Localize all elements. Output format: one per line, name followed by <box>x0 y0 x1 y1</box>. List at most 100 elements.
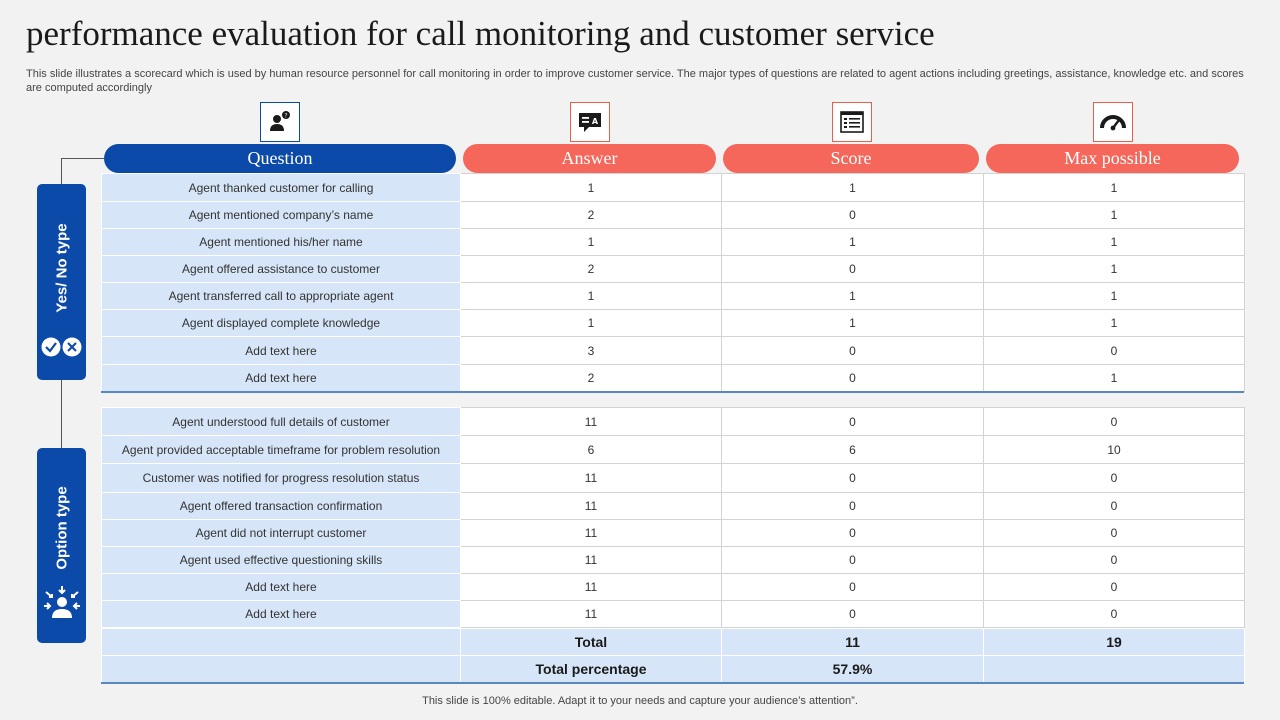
score-cell: 0 <box>721 519 984 547</box>
totals-row: Total 11 19 <box>101 628 1245 656</box>
score-cell: 0 <box>721 546 984 574</box>
totals-empty-cell <box>101 628 461 656</box>
table-row: Agent transferred call to appropriate ag… <box>101 282 1245 310</box>
score-cell: 1 <box>721 309 984 337</box>
answer-cell: 11 <box>460 600 722 628</box>
max-cell: 1 <box>983 201 1245 229</box>
table-row: Agent displayed complete knowledge 1 1 1 <box>101 309 1245 337</box>
max-cell: 10 <box>983 435 1245 464</box>
answer-cell: 2 <box>460 201 722 229</box>
answer-cell: 1 <box>460 173 722 202</box>
answer-cell: 11 <box>460 546 722 574</box>
table-row: Agent offered assistance to customer 2 0 1 <box>101 255 1245 283</box>
max-cell: 0 <box>983 463 1245 493</box>
score-cell: 1 <box>721 173 984 202</box>
max-cell: 1 <box>983 228 1245 256</box>
answer-cell: 11 <box>460 407 722 436</box>
max-cell: 0 <box>983 492 1245 520</box>
max-cell: 0 <box>983 573 1245 601</box>
answer-cell: 1 <box>460 228 722 256</box>
question-cell: Add text here <box>101 336 461 365</box>
question-cell: Agent understood full details of custome… <box>101 407 461 436</box>
question-cell: Add text here <box>101 600 461 628</box>
rail-option-type: Option type <box>37 448 86 643</box>
max-cell: 1 <box>983 282 1245 310</box>
svg-text:?: ? <box>284 113 287 120</box>
table-row: Agent mentioned company’s name 2 0 1 <box>101 201 1245 229</box>
page-title: performance evaluation for call monitori… <box>26 14 935 53</box>
section-divider <box>101 391 1244 393</box>
question-cell: Add text here <box>101 364 461 392</box>
table-row: Add text here 11 0 0 <box>101 573 1245 601</box>
answer-cell: 11 <box>460 463 722 493</box>
total-percentage-value: 57.9% <box>721 655 984 683</box>
score-cell: 1 <box>721 282 984 310</box>
table-row: Agent thanked customer for calling 1 1 1 <box>101 173 1245 202</box>
table-row: Agent provided acceptable timeframe for … <box>101 435 1245 464</box>
question-cell: Agent used effective questioning skills <box>101 546 461 574</box>
question-cell: Agent provided acceptable timeframe for … <box>101 435 461 464</box>
answer-cell: 2 <box>460 255 722 283</box>
max-cell: 0 <box>983 407 1245 436</box>
max-cell: 0 <box>983 519 1245 547</box>
table-row: Agent did not interrupt customer 11 0 0 <box>101 519 1245 547</box>
score-cell: 6 <box>721 435 984 464</box>
question-cell: Add text here <box>101 573 461 601</box>
table-row: Add text here 11 0 0 <box>101 600 1245 628</box>
chat-text-icon: A <box>570 102 610 142</box>
answer-cell: 1 <box>460 309 722 337</box>
question-cell: Agent offered transaction confirmation <box>101 492 461 520</box>
header-score: Score <box>723 144 979 173</box>
total-label: Total <box>460 628 722 656</box>
header-question: Question <box>104 144 456 173</box>
total-percentage-label: Total percentage <box>460 655 722 683</box>
max-cell: 0 <box>983 600 1245 628</box>
score-cell: 0 <box>721 336 984 365</box>
answer-cell: 11 <box>460 492 722 520</box>
page-subtitle: This slide illustrates a scorecard which… <box>26 68 1244 94</box>
score-cell: 1 <box>721 228 984 256</box>
check-cross-icon <box>41 337 82 357</box>
table-row: Agent understood full details of custome… <box>101 407 1245 436</box>
score-cell: 0 <box>721 255 984 283</box>
table-yes-no: Agent thanked customer for calling 1 1 1 Age… <box>101 173 1245 392</box>
max-cell: 1 <box>983 173 1245 202</box>
person-options-icon <box>44 586 80 618</box>
question-cell: Agent transferred call to appropriate ag… <box>101 282 461 310</box>
question-cell: Agent mentioned company’s name <box>101 201 461 229</box>
rail-yes-no-type: Yes/ No type <box>37 184 86 380</box>
connector-line <box>61 158 62 185</box>
connector-line <box>61 380 62 449</box>
table-totals: Total 11 19 Total percentage 57.9% <box>101 628 1245 683</box>
question-cell: Agent mentioned his/her name <box>101 228 461 256</box>
total-max: 19 <box>983 628 1245 656</box>
max-cell: 1 <box>983 255 1245 283</box>
total-score: 11 <box>721 628 984 656</box>
question-cell: Agent displayed complete knowledge <box>101 309 461 337</box>
table-row: Agent mentioned his/her name 1 1 1 <box>101 228 1245 256</box>
question-cell: Agent did not interrupt customer <box>101 519 461 547</box>
table-row: Add text here 3 0 0 <box>101 336 1245 365</box>
max-cell: 0 <box>983 546 1245 574</box>
answer-cell: 6 <box>460 435 722 464</box>
connector-line <box>61 158 105 159</box>
answer-cell: 1 <box>460 282 722 310</box>
answer-cell: 2 <box>460 364 722 392</box>
table-row: Customer was notified for progress resol… <box>101 463 1245 493</box>
score-cell: 0 <box>721 600 984 628</box>
checklist-icon <box>832 102 872 142</box>
max-cell: 0 <box>983 336 1245 365</box>
person-question-icon: ? <box>260 102 300 142</box>
rail-option-label: Option type <box>53 486 70 570</box>
question-cell: Agent offered assistance to customer <box>101 255 461 283</box>
table-option: Agent understood full details of custome… <box>101 407 1245 628</box>
max-cell: 1 <box>983 364 1245 392</box>
table-row: Agent offered transaction confirmation 11… <box>101 492 1245 520</box>
rail-yes-no-label: Yes/ No type <box>53 223 70 313</box>
score-cell: 0 <box>721 201 984 229</box>
score-cell: 0 <box>721 492 984 520</box>
speedometer-icon <box>1093 102 1133 142</box>
answer-cell: 11 <box>460 573 722 601</box>
table-row: Add text here 2 0 1 <box>101 364 1245 392</box>
question-cell: Customer was notified for progress resol… <box>101 463 461 493</box>
